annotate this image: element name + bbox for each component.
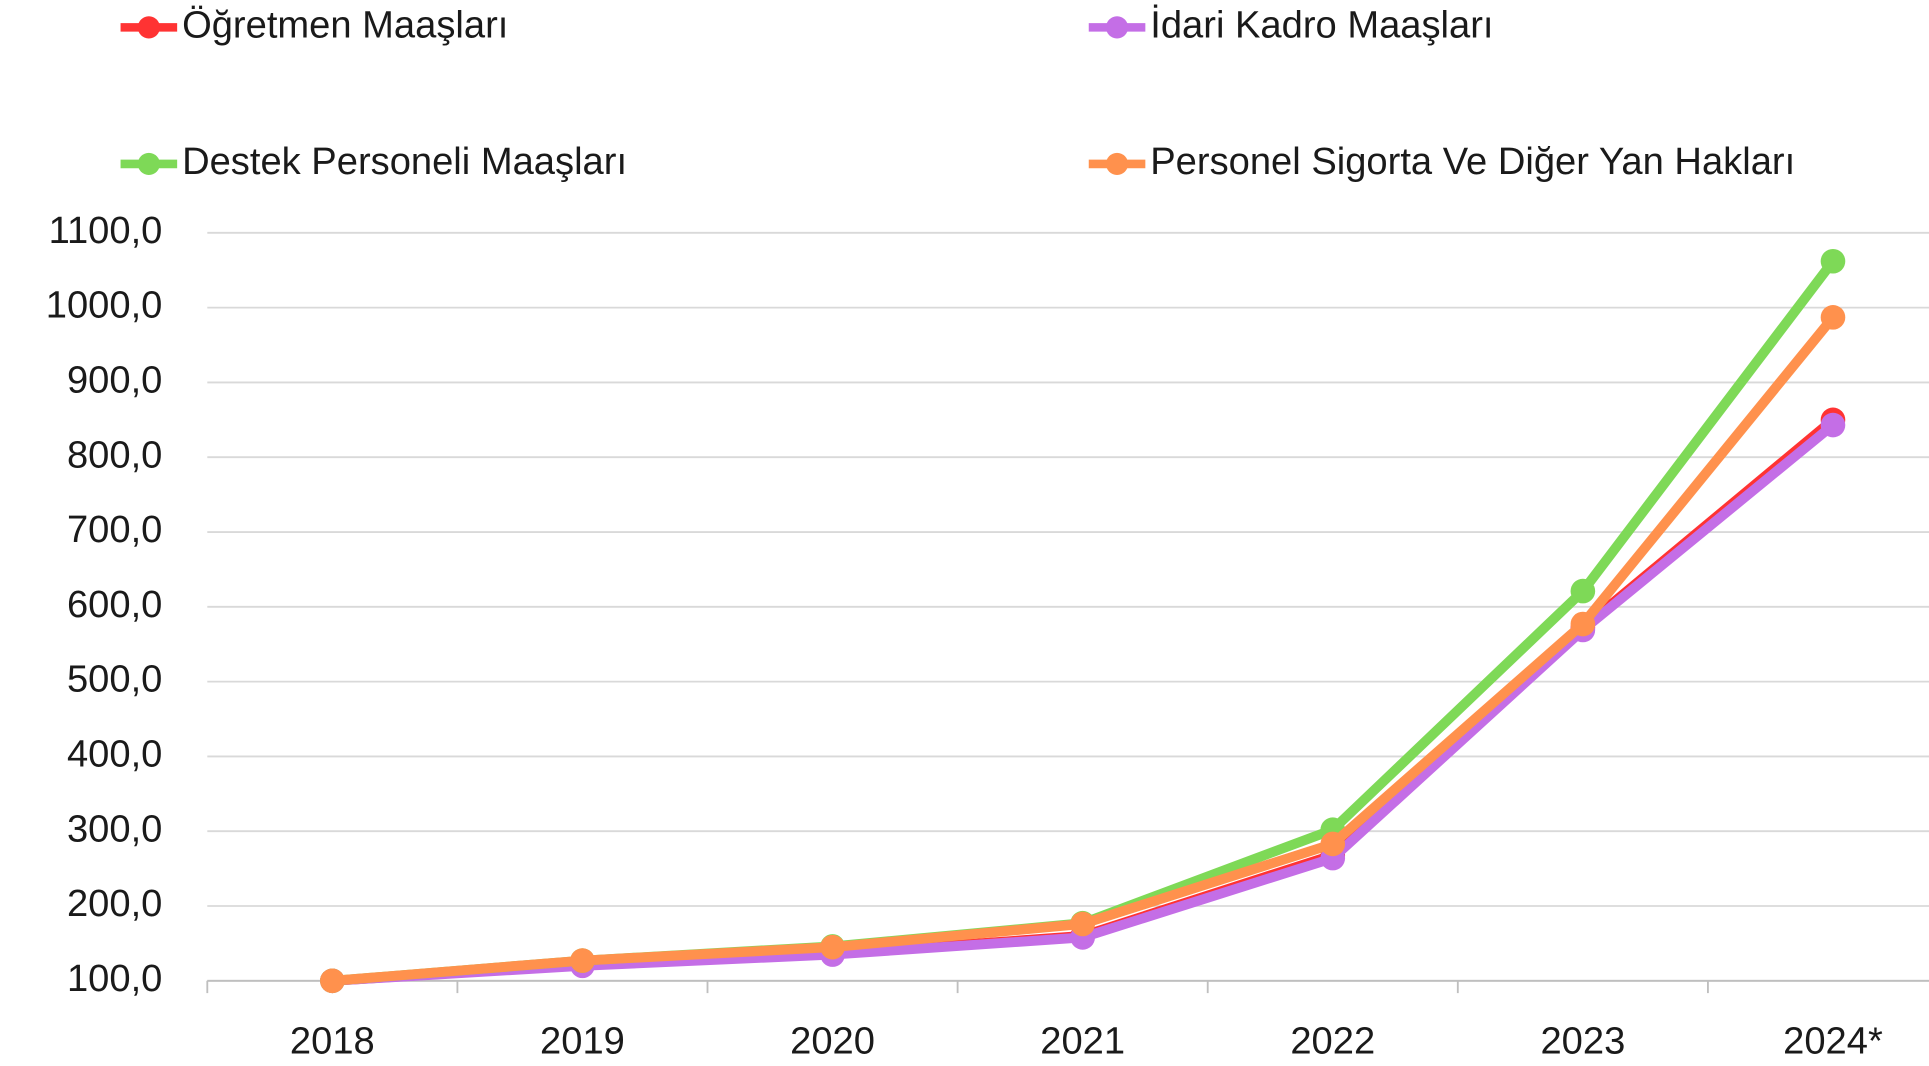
x-tick-label: 2021 [1040, 1020, 1125, 1063]
legend-label: Personel Sigorta Ve Diğer Yan Hakları [1150, 140, 1795, 183]
legend-label: İdari Kadro Maaşları [1150, 3, 1493, 46]
data-point [570, 948, 595, 973]
y-tick-label: 700,0 [67, 508, 162, 551]
data-point [1570, 578, 1596, 604]
legend-label: Öğretmen Maaşları [182, 3, 508, 46]
data-point [1070, 911, 1095, 937]
x-tick-label: 2024* [1783, 1020, 1883, 1063]
y-tick-label: 100,0 [67, 957, 162, 1000]
y-tick-label: 400,0 [67, 732, 162, 775]
y-tick-label: 200,0 [67, 882, 162, 925]
data-point [1320, 831, 1346, 857]
series-line [332, 416, 1837, 986]
data-point [1570, 611, 1596, 637]
legend-marker [1105, 152, 1129, 176]
data-point [1820, 305, 1846, 330]
legend-label: Destek Personeli Maaşları [182, 140, 627, 183]
data-point [820, 934, 845, 960]
data-point [320, 968, 345, 994]
x-tick-label: 2023 [1540, 1020, 1625, 1063]
y-tick-label: 600,0 [67, 583, 162, 626]
data-point [1820, 248, 1846, 274]
y-tick-label: 800,0 [67, 433, 162, 476]
y-tick-label: 300,0 [67, 807, 162, 850]
x-tick-label: 2018 [290, 1020, 375, 1063]
y-tick-label: 1000,0 [46, 284, 163, 327]
x-tick-label: 2019 [540, 1020, 625, 1063]
legend-marker [137, 16, 160, 39]
y-tick-label: 1100,0 [49, 209, 163, 252]
x-tick-label: 2020 [790, 1020, 875, 1063]
y-tick-label: 500,0 [67, 658, 162, 701]
legend-marker [137, 152, 160, 176]
series-line [331, 314, 1837, 986]
y-tick-label: 900,0 [67, 358, 162, 401]
x-tick-label: 2022 [1290, 1020, 1375, 1063]
legend-marker [1105, 16, 1129, 39]
series-line [331, 258, 1837, 986]
series-line [332, 421, 1837, 986]
data-point [1820, 412, 1846, 438]
